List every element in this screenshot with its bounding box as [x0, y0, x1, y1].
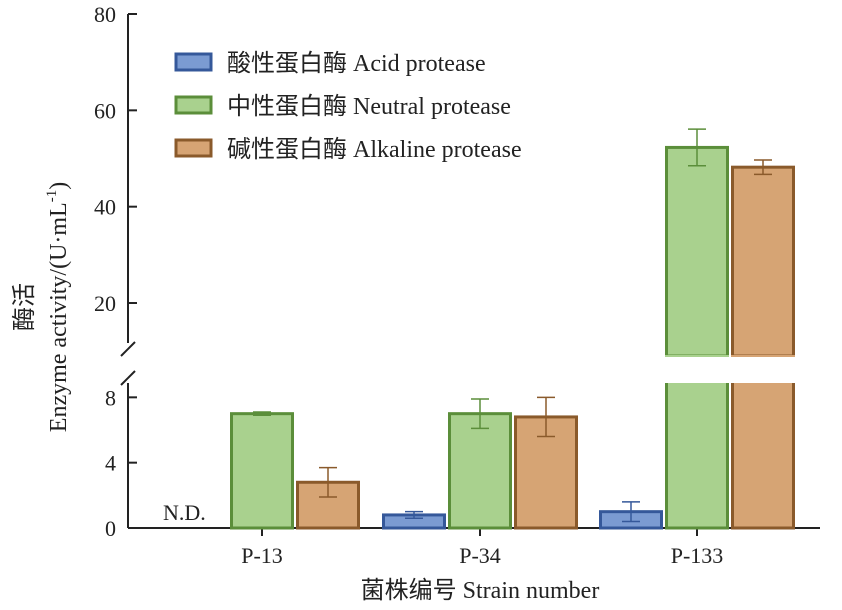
bar — [731, 379, 795, 530]
y-tick-label: 0 — [105, 516, 116, 541]
axis-break-mark — [120, 341, 136, 357]
bar — [665, 379, 729, 530]
bar — [731, 165, 795, 358]
y-tick-label: 80 — [94, 2, 116, 27]
legend-label: 中性蛋白酶 Neutral protease — [227, 93, 511, 120]
y-tick-label: 20 — [94, 291, 116, 316]
y-axis-title-cn: 酶活 — [11, 283, 38, 331]
y-tick-label: 60 — [94, 98, 116, 123]
legend: 酸性蛋白酶 Acid protease 中性蛋白酶 Neutral proteas… — [174, 50, 522, 163]
tick-labels: 0 4 8 20 40 60 80 P-13 P-34 P-133 — [94, 2, 723, 568]
x-tick-label: P-13 — [241, 543, 283, 568]
bar-break-gap — [665, 379, 729, 383]
x-tick-label: P-133 — [671, 543, 724, 568]
bar-break-gap — [665, 357, 729, 380]
bar — [665, 145, 729, 358]
bar-break-gap — [731, 379, 795, 383]
y-tick-label: 8 — [105, 385, 116, 410]
axis-break-mark — [120, 370, 136, 386]
x-axis-title: 菌株编号 Strain number — [361, 577, 600, 604]
y-tick-label: 4 — [105, 451, 116, 476]
y-axis-title: 酶活 Enzyme activity/(U·mL-1) — [11, 182, 72, 432]
legend-label: 酸性蛋白酶 Acid protease — [227, 50, 486, 77]
nd-label: N.D. — [163, 500, 206, 525]
legend-label: 碱性蛋白酶 Alkaline protease — [227, 136, 522, 163]
legend-swatch — [174, 95, 213, 115]
bar-break-gap — [731, 357, 795, 380]
legend-swatch — [174, 52, 213, 72]
x-tick-label: P-34 — [459, 543, 501, 568]
legend-swatch — [174, 138, 213, 158]
y-tick-label: 40 — [94, 195, 116, 220]
bar — [230, 412, 294, 530]
bar — [448, 412, 512, 530]
bars — [230, 128, 795, 530]
y-axis-title-en: Enzyme activity/(U·mL-1) — [44, 182, 72, 432]
